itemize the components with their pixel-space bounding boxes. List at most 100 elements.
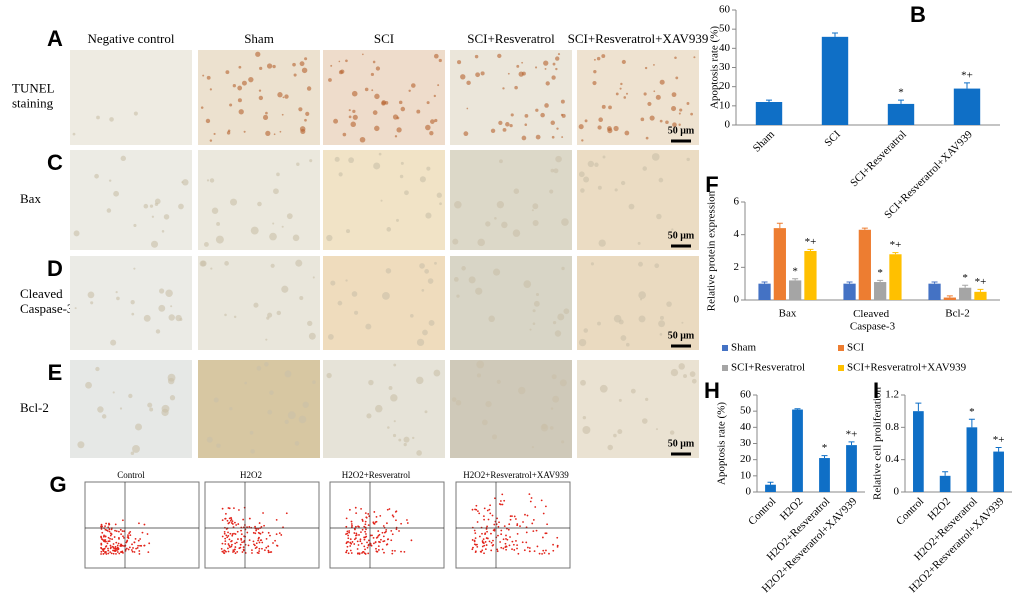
panel-label: A [47, 26, 63, 51]
error-bar [776, 222, 783, 229]
flow-event [103, 539, 106, 542]
flow-event [524, 513, 526, 516]
flow-event [109, 544, 112, 547]
flow-event [483, 507, 486, 510]
flow-event [248, 539, 251, 541]
flow-event [133, 541, 136, 544]
flow-event [138, 522, 140, 525]
flow-event [365, 533, 367, 535]
flow-event [100, 547, 103, 550]
flow-event [365, 528, 367, 531]
flow-event [373, 511, 376, 513]
stain-spot [346, 229, 351, 234]
legend-swatch [838, 345, 844, 351]
flow-event [131, 550, 134, 553]
flow-event [481, 545, 484, 548]
stain-spot [108, 179, 112, 182]
flow-event [114, 545, 117, 548]
flow-event [385, 528, 388, 531]
legend-label: Sham [731, 342, 757, 354]
stain-spot [494, 217, 497, 220]
stain-spot [639, 298, 643, 301]
flow-event [231, 534, 234, 537]
x-tick-label: Cleaved Caspase-3 [850, 308, 896, 333]
flow-event [231, 520, 234, 523]
flow-event [362, 551, 365, 553]
flow-event [260, 525, 263, 528]
flow-event [241, 541, 243, 544]
stain-spot [393, 363, 397, 367]
stain-spot [474, 54, 479, 59]
stain-spot [679, 108, 683, 112]
stain-spot [298, 107, 303, 112]
flow-event [274, 539, 276, 542]
stain-spot [429, 131, 434, 136]
flow-event [115, 552, 117, 555]
y-tick-label: 20 [719, 80, 731, 92]
stain-spot [149, 407, 154, 412]
stain-spot [249, 430, 254, 435]
flow-event [114, 547, 117, 550]
stain-spot [393, 420, 396, 423]
flow-event [104, 525, 106, 527]
stain-spot [130, 451, 135, 455]
y-tick-label: 60 [740, 389, 752, 401]
flow-event [267, 549, 270, 552]
flow-event [395, 528, 398, 531]
y-axis-label: Apoptosis rate (%) [709, 26, 721, 109]
flow-event [240, 529, 242, 532]
stain-spot [225, 70, 230, 75]
stain-spot [424, 269, 430, 274]
stain-spot [630, 388, 636, 394]
flow-event [275, 518, 278, 521]
bar [789, 280, 802, 300]
stain-spot [292, 62, 296, 67]
y-tick-label: 0 [725, 119, 731, 131]
flow-event [346, 549, 348, 552]
flow-event [223, 531, 226, 533]
stain-spot [178, 203, 184, 210]
flow-event [525, 541, 528, 544]
stain-spot [693, 56, 696, 59]
panel-label: I [873, 378, 879, 403]
flow-event [492, 539, 494, 542]
flow-event [492, 543, 495, 546]
stain-spot [455, 399, 462, 406]
stain-spot [581, 139, 584, 142]
stain-spot [430, 119, 435, 124]
flow-event [473, 540, 476, 543]
stain-spot [524, 114, 529, 118]
flow-event [499, 500, 502, 502]
flow-event [125, 547, 128, 550]
significance-marker: *+ [993, 434, 1005, 446]
flow-event [363, 525, 366, 528]
stain-spot [597, 321, 601, 326]
stain-spot [258, 95, 264, 101]
stain-spot [501, 221, 508, 229]
flow-event [398, 530, 400, 532]
stain-spot [476, 373, 481, 378]
legend-label: SCI [847, 342, 864, 354]
flow-event [258, 536, 260, 539]
flow-event [128, 546, 131, 549]
stain-spot [155, 329, 161, 334]
stain-spot [267, 409, 273, 415]
flow-event [356, 548, 359, 550]
stain-spot [170, 305, 173, 308]
stain-spot [345, 279, 348, 282]
stain-spot [241, 80, 247, 86]
scale-bar-label: 50 μm [668, 125, 695, 136]
stain-spot [73, 230, 80, 237]
flow-event [112, 552, 115, 555]
flow-event [228, 544, 231, 547]
flow-event [248, 517, 251, 520]
flow-event [227, 535, 230, 537]
stain-spot [550, 120, 556, 126]
stain-spot [532, 219, 539, 227]
stain-spot [128, 393, 133, 399]
flow-event [508, 523, 511, 526]
flow-title: H2O2+Resveratrol [342, 470, 411, 480]
flow-event [260, 539, 263, 541]
stain-spot [563, 308, 570, 315]
stain-spot [669, 430, 675, 435]
